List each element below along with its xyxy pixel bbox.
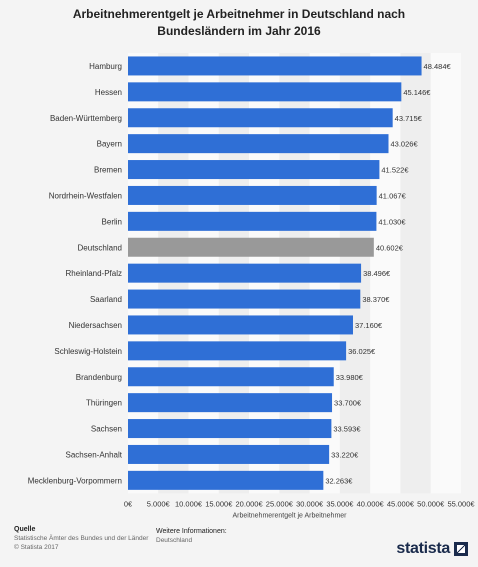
bar — [128, 160, 380, 180]
data-label: 38.496€ — [363, 269, 391, 278]
category-label: Niedersachsen — [69, 321, 122, 330]
info-block: Weitere Informationen: Deutschland — [156, 527, 227, 545]
category-label: Bremen — [94, 166, 122, 175]
bar — [128, 82, 402, 102]
data-label: 41.030€ — [378, 217, 406, 226]
data-label: 33.980€ — [336, 373, 364, 382]
grid-band — [430, 53, 461, 494]
bar — [128, 56, 422, 76]
data-label: 33.593€ — [333, 425, 361, 434]
chart-title-line1: Arbeitnehmerentgelt je Arbeitnehmer in D… — [72, 7, 406, 21]
x-axis-title: Arbeitnehmerentgelt je Arbeitnehmer — [232, 512, 347, 519]
x-tick-label: 5.000€ — [147, 499, 171, 508]
data-label: 32.263€ — [325, 476, 353, 485]
category-label: Hamburg — [89, 62, 122, 71]
category-label: Sachsen — [91, 425, 122, 434]
x-tick-label: 30.000€ — [296, 499, 324, 508]
data-label: 37.160€ — [355, 321, 383, 330]
statista-logo[interactable]: statista — [396, 540, 468, 558]
bar — [128, 419, 332, 439]
category-label: Saarland — [90, 295, 122, 304]
source-text: Statistische Ämter des Bundes und der Lä… — [14, 535, 149, 542]
category-label: Thüringen — [86, 399, 122, 408]
category-label: Rheinland-Pfalz — [66, 269, 122, 278]
grid-band — [400, 53, 431, 494]
x-tick-label: 15.000€ — [205, 499, 233, 508]
bar — [128, 341, 347, 361]
bar — [128, 108, 393, 128]
category-label: Berlin — [102, 217, 122, 226]
bar — [128, 237, 374, 257]
x-tick-label: 25.000€ — [266, 499, 294, 508]
category-label: Sachsen-Anhalt — [66, 450, 123, 459]
statista-logo-icon — [454, 542, 468, 556]
x-tick-label: 10.000€ — [175, 499, 203, 508]
category-label: Mecklenburg-Vorpommern — [28, 476, 122, 485]
category-label: Nordrhein-Westfalen — [49, 191, 122, 200]
copyright-text: © Statista 2017 — [14, 544, 59, 551]
info-text: Deutschland — [156, 537, 193, 544]
statista-wordmark: statista — [396, 540, 450, 557]
info-header: Weitere Informationen: — [156, 528, 227, 535]
bar — [128, 470, 324, 490]
bar — [128, 315, 353, 335]
x-tick-label: 40.000€ — [357, 499, 385, 508]
category-label: Schleswig-Holstein — [54, 347, 122, 356]
bar — [128, 185, 377, 205]
data-label: 41.522€ — [381, 166, 409, 175]
x-tick-label: 20.000€ — [236, 499, 264, 508]
source-block: Quelle Statistische Ämter des Bundes und… — [14, 525, 148, 552]
bar — [128, 211, 377, 231]
data-label: 41.067€ — [379, 191, 407, 200]
data-label: 43.715€ — [395, 114, 423, 123]
x-tick-label: 35.000€ — [326, 499, 354, 508]
x-tick-label: 0€ — [124, 499, 133, 508]
chart-title: Arbeitnehmerentgelt je Arbeitnehmer in D… — [0, 6, 478, 40]
bar — [128, 134, 389, 154]
data-label: 45.146€ — [403, 88, 431, 97]
category-label: Deutschland — [78, 243, 122, 252]
category-label: Hessen — [95, 88, 122, 97]
data-label: 36.025€ — [348, 347, 376, 356]
category-label: Brandenburg — [76, 373, 122, 382]
x-tick-label: 50.000€ — [417, 499, 445, 508]
source-header: Quelle — [14, 526, 36, 533]
data-label: 43.026€ — [391, 140, 419, 149]
bar — [128, 289, 361, 309]
bar — [128, 393, 333, 413]
data-label: 48.484€ — [424, 62, 452, 71]
bar-chart: Hamburg 48.484€ Hessen 45.146€ Baden-Württem… — [27, 53, 476, 520]
bar — [128, 263, 362, 283]
data-label: 33.220€ — [331, 450, 359, 459]
x-tick-label: 55.000€ — [447, 499, 475, 508]
x-tick-label: 45.000€ — [387, 499, 415, 508]
category-label: Baden-Württemberg — [50, 114, 122, 123]
category-label: Bayern — [97, 140, 122, 149]
bar — [128, 444, 330, 464]
data-label: 38.370€ — [362, 295, 390, 304]
data-label: 33.700€ — [334, 399, 362, 408]
bar — [128, 367, 334, 387]
data-label: 40.602€ — [376, 243, 404, 252]
chart-title-line2: Bundesländern im Jahr 2016 — [157, 24, 321, 38]
